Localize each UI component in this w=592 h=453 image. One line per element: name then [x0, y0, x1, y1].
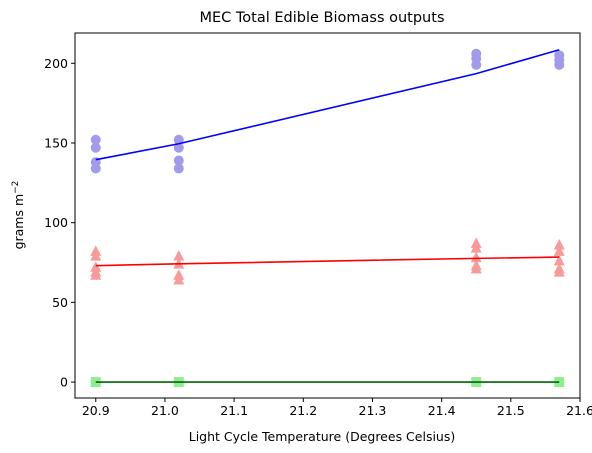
- plot-marks: [90, 48, 565, 388]
- y-tick-label-1: 50: [52, 295, 68, 310]
- x-tick-label-0: 20.9: [82, 403, 110, 418]
- series-0-point-0: [90, 134, 101, 145]
- y-tick-label-3: 150: [44, 135, 68, 150]
- series-0-point-3: [90, 163, 101, 174]
- series-1-point-16: [553, 254, 565, 266]
- x-tick-label-2: 21.1: [220, 403, 248, 418]
- series-1-point-11: [470, 251, 482, 263]
- series-1-point-4: [90, 269, 102, 280]
- series-1-fit-line: [95, 256, 560, 267]
- series-1-point-18: [553, 266, 565, 277]
- axis-ticks: 20.9 21.0 21.1 21.2 21.3 21.4 21.5 21.6 0 50 100 15…: [44, 56, 592, 418]
- series-0-point-1: [90, 142, 101, 153]
- series-0-point-7: [173, 163, 184, 174]
- x-tick-label-1: 21.0: [151, 403, 179, 418]
- series-1-point-13: [470, 262, 482, 274]
- plot-frame: [74, 32, 581, 399]
- series-0-point-5: [173, 142, 184, 153]
- series-0-point-10: [471, 59, 482, 70]
- series-1-point-8: [173, 274, 185, 285]
- x-axis-label: Light Cycle Temperature (Degrees Celsius…: [189, 429, 456, 444]
- x-tick-label-4: 21.3: [359, 403, 387, 418]
- chart-title: MEC Total Edible Biomass outputs: [200, 10, 445, 26]
- y-axis-label-text: grams m: [11, 194, 26, 250]
- y-axis-label: grams m−2: [11, 181, 26, 250]
- y-tick-label-0: 0: [60, 375, 68, 390]
- series-0-point-4: [173, 134, 184, 145]
- x-tick-label-7: 21.6: [566, 403, 592, 418]
- series-1-point-5: [173, 250, 185, 261]
- series-1-point-15: [553, 245, 565, 256]
- y-tick-label-4: 200: [44, 56, 68, 71]
- series-0-fit-line: [95, 48, 560, 161]
- series-1-point-1: [90, 250, 102, 261]
- series-0-point-6: [173, 155, 184, 166]
- series-0-point-13: [554, 59, 565, 70]
- y-tick-label-2: 100: [44, 215, 68, 230]
- series-1-point-10: [470, 242, 482, 253]
- series-1-point-14: [553, 238, 565, 250]
- x-tick-label-3: 21.2: [289, 403, 317, 418]
- x-tick-label-6: 21.5: [497, 403, 525, 418]
- y-axis-label-exponent: −2: [11, 181, 21, 194]
- x-tick-label-5: 21.4: [428, 403, 456, 418]
